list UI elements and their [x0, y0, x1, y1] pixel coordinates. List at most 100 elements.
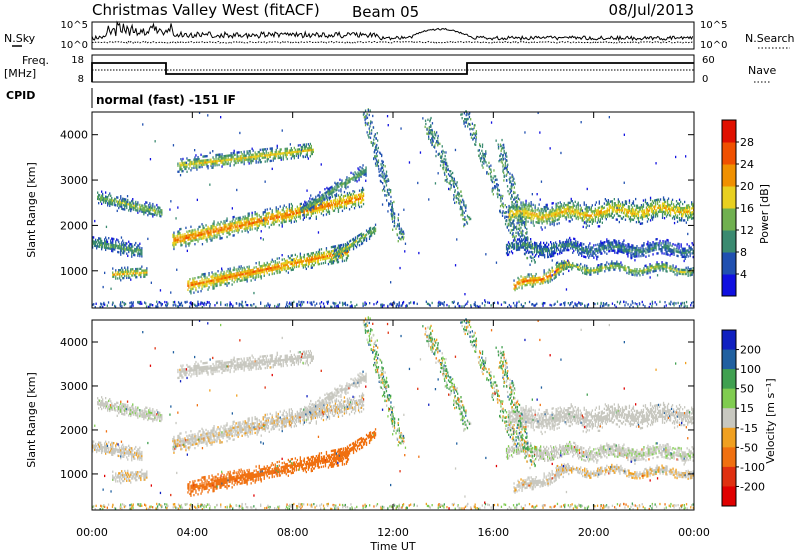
power-cell-636 — [300, 202, 302, 206]
power-cell-1151 — [233, 268, 235, 272]
power-cell-3407 — [565, 218, 567, 221]
power-cell-1944 — [250, 157, 252, 161]
power-cell-3125 — [517, 212, 519, 215]
power-cell-4571 — [571, 241, 573, 244]
power-cell-2023 — [270, 149, 272, 152]
power-cell-2134 — [303, 149, 305, 153]
power-cell-1746 — [199, 166, 201, 169]
power-cell-2591 — [139, 252, 141, 256]
power-cell-3344 — [554, 217, 556, 220]
power-cell-3251 — [538, 213, 540, 216]
power-cell-1756 — [201, 159, 203, 162]
power-cell-3214 — [531, 215, 533, 218]
power-cell-994 — [201, 279, 203, 282]
power-cell-843 — [343, 201, 346, 204]
power-cell-4351 — [518, 246, 521, 249]
power-cell-1531 — [319, 258, 322, 261]
power-cell-4943 — [663, 246, 665, 249]
power-cell-4211 — [542, 275, 544, 279]
power-cell-1923 — [245, 156, 247, 159]
power-cell-4775 — [620, 244, 622, 247]
power-cell-2035 — [274, 157, 276, 160]
power-cell-2680 — [136, 267, 138, 271]
power-cell-1599 — [333, 247, 336, 250]
power-cell-1897 — [238, 151, 240, 154]
power-cell-3291 — [545, 212, 547, 215]
power-cell-2477 — [111, 247, 113, 251]
power-cell-575 — [288, 205, 290, 208]
power-cell-1161 — [236, 278, 238, 281]
power-cell-4828 — [632, 246, 634, 249]
power-cell-3415 — [566, 207, 568, 211]
power-cell-973 — [195, 280, 197, 284]
power-cell-1828 — [221, 159, 223, 162]
power-cell-977 — [197, 284, 199, 287]
power-cell-4820 — [631, 256, 633, 259]
power-cell-707 — [315, 205, 317, 208]
power-cell-2208 — [107, 198, 109, 201]
power-cell-3789 — [634, 212, 637, 216]
power-cell-11 — [173, 233, 175, 236]
power-cell-3946 — [662, 198, 665, 201]
power-cell-169 — [207, 231, 209, 235]
power-cell-4653 — [591, 248, 593, 251]
power-cell-3741 — [625, 202, 628, 205]
power-cell-2300 — [132, 202, 134, 205]
power-cell-1501 — [313, 259, 315, 263]
power-cell-3608 — [600, 207, 602, 211]
power-cell-2240 — [117, 200, 119, 203]
power-cell-2861 — [345, 181, 347, 184]
power-cell-4907 — [652, 241, 654, 244]
power-cell-1930 — [247, 156, 249, 159]
power-cell-2716 — [302, 214, 304, 217]
power-cell-3478 — [577, 211, 579, 215]
power-cell-1188 — [241, 269, 243, 272]
power-cell-1061 — [215, 272, 217, 275]
power-cell-2391 — [157, 206, 159, 209]
power-cell-835 — [341, 201, 344, 204]
power-cell-1198 — [243, 266, 245, 269]
power-cell-1099 — [223, 281, 225, 284]
power-cell-1833 — [222, 161, 224, 164]
power-cell-2439 — [101, 248, 103, 251]
power-cell-266 — [227, 227, 229, 230]
power-cell-2296 — [131, 206, 133, 209]
power-cell-3980 — [668, 208, 671, 211]
power-cell-1343 — [276, 267, 278, 271]
power-cell-2535 — [124, 244, 126, 247]
power-cell-1654 — [345, 253, 348, 256]
power-cell-2385 — [155, 209, 157, 213]
power-cell-2924 — [365, 170, 367, 173]
power-cell-2709 — [146, 269, 148, 272]
power-cell-1110 — [225, 278, 227, 281]
power-cell-3118 — [516, 210, 518, 213]
power-cell-2947 — [338, 250, 341, 254]
power-cell-1126 — [228, 275, 230, 279]
power-cell-4189 — [535, 279, 537, 282]
power-cell-3698 — [617, 206, 619, 209]
power-cell-1736 — [196, 160, 198, 163]
power-cell-4739 — [612, 241, 614, 244]
power-cell-476 — [269, 215, 271, 219]
power-cell-4303 — [505, 245, 508, 249]
power-cell-1304 — [267, 269, 269, 272]
power-cell-1676 — [180, 166, 182, 169]
power-cell-4590 — [576, 246, 578, 250]
power-cell-1744 — [198, 160, 200, 163]
power-cell-818 — [338, 202, 341, 205]
power-cell-954 — [191, 281, 193, 285]
power-cell-1684 — [182, 170, 184, 173]
power-cell-1103 — [223, 272, 225, 276]
power-cell-4510 — [556, 249, 558, 252]
power-cell-4620 — [583, 251, 585, 254]
power-cell-1021 — [207, 278, 209, 281]
power-cell-2121 — [299, 154, 301, 157]
power-cell-3771 — [631, 212, 634, 215]
power-cell-3313 — [549, 217, 551, 220]
power-cell-4441 — [541, 251, 543, 255]
power-cell-1669 — [177, 162, 179, 165]
power-cell-1420 — [293, 258, 295, 261]
power-cell-2946 — [338, 254, 341, 258]
power-cell-331 — [240, 226, 242, 229]
power-cell-212 — [215, 228, 217, 231]
